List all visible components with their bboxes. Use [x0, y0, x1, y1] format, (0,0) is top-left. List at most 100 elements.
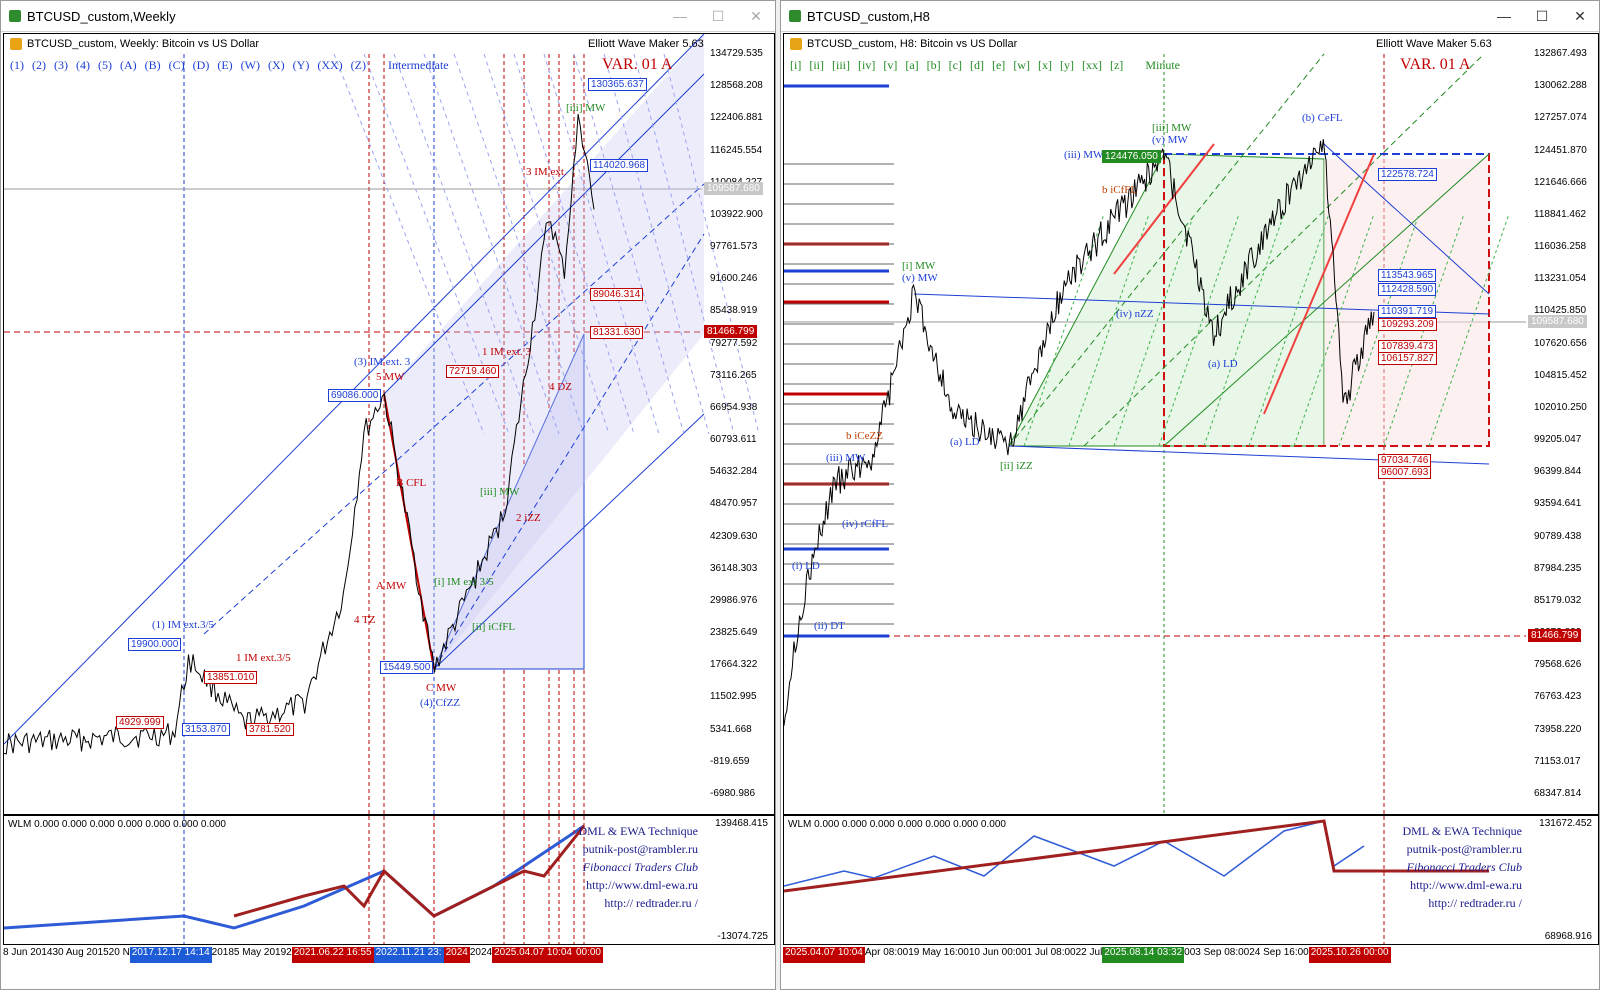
trend-line — [433, 413, 705, 670]
fib-fan-line — [543, 53, 660, 435]
left-wave-buttons[interactable]: (1) (2) (3) (4) (5) (A) (B) (C) (D) (E) (W) (X) (Y) (… — [10, 58, 449, 73]
wave-button-9[interactable]: (E) — [217, 58, 233, 72]
price-axis-tick: 76763.423 — [1534, 691, 1582, 703]
price-axis-tick: 87984.235 — [1534, 562, 1582, 574]
wave-button-14[interactable]: [z] — [1109, 58, 1124, 72]
wave-label: (iv) nZZ — [1116, 308, 1154, 320]
close-button[interactable]: ✕ — [1574, 7, 1586, 24]
price-axis-tick: 29986.976 — [710, 594, 758, 606]
wave-label: b iCfFL — [1102, 184, 1138, 196]
right-wlm-title: WLM 0.000 0.000 0.000 0.000 0.000 0.000 … — [788, 819, 1006, 830]
price-axis-tick: 118841.462 — [1534, 208, 1587, 220]
wave-label: b iCeZZ — [846, 430, 883, 442]
wave-button-10[interactable]: [w] — [1013, 58, 1030, 72]
price-axis-tick: 85438.919 — [710, 305, 758, 317]
wave-button-10[interactable]: (W) — [240, 58, 260, 72]
price-axis-tick: 48470.957 — [710, 498, 758, 510]
trend-line — [1083, 53, 1485, 447]
wave-button-11[interactable]: (X) — [268, 58, 285, 72]
price-axis-tick: 5341.668 — [710, 723, 752, 735]
wave-button-13[interactable]: [xx] — [1081, 58, 1102, 72]
price-box: 109293.209 — [1378, 318, 1437, 331]
chart-window-icon — [789, 10, 801, 22]
wave-button-6[interactable]: (B) — [144, 58, 161, 72]
price-axis-tick: 110425.850 — [1534, 305, 1587, 317]
wave-button-12[interactable]: [y] — [1059, 58, 1074, 72]
right-titlebar[interactable]: BTCUSD_custom,H8 — ☐ ✕ — [781, 1, 1599, 32]
maximize-button[interactable]: ☐ — [1535, 7, 1549, 24]
wave-button-2[interactable]: (3) — [54, 58, 68, 72]
minimize-button[interactable]: — — [1497, 8, 1511, 24]
right-ewm-label: Elliott Wave Maker 5.63 — [1376, 38, 1492, 50]
wave-button-5[interactable]: [a] — [905, 58, 919, 72]
channel-area — [384, 34, 704, 669]
trend-line — [1008, 53, 1325, 447]
maximize-button[interactable]: ☐ — [711, 7, 725, 24]
wave-label: A MW — [376, 580, 407, 592]
wave-button-5[interactable]: (A) — [120, 58, 137, 72]
wave-degree-label: Intermediate — [388, 58, 449, 72]
fib-fan-line — [393, 53, 535, 435]
price-box: 130365.637 — [588, 78, 647, 91]
wave-button-3[interactable]: (4) — [76, 58, 90, 72]
close-button[interactable]: ✕ — [750, 7, 762, 24]
right-wave-buttons[interactable]: [i] [ii] [iii] [iv] [v] [a] [b] [c] [d] [e] [w] [x]… — [790, 58, 1180, 73]
left-wlm-title: WLM 0.000 0.000 0.000 0.000 0.000 0.000 … — [8, 819, 226, 830]
price-axis-tick: 104815.452 — [1534, 369, 1587, 381]
price-box: 4929.999 — [116, 716, 164, 729]
wave-button-13[interactable]: (XX) — [317, 58, 343, 72]
left-time-axis: 8 Jun 2014 30 Aug 2015 20 N 2017.12.17 14:1… — [3, 947, 773, 963]
wave-button-8[interactable]: (D) — [192, 58, 210, 72]
right-price-chart[interactable]: BTCUSD_custom, H8: Bitcoin vs US Dollar … — [783, 33, 1599, 815]
wave-button-12[interactable]: (Y) — [292, 58, 310, 72]
price-axis-tick: 79568.626 — [1534, 659, 1582, 671]
wave-button-4[interactable]: (5) — [98, 58, 112, 72]
wave-button-7[interactable]: (C) — [168, 58, 185, 72]
trend-line — [1163, 153, 1490, 447]
left-wlm-indicator[interactable]: WLM 0.000 0.000 0.000 0.000 0.000 0.000 … — [3, 815, 775, 945]
price-axis-tick: 116245.554 — [710, 144, 763, 156]
wave-button-8[interactable]: [d] — [969, 58, 984, 72]
wave-label: B CFL — [396, 477, 427, 489]
price-box: 15449.500 — [380, 661, 434, 674]
fib-fan-line — [513, 53, 635, 435]
wave-button-3[interactable]: [iv] — [858, 58, 876, 72]
wave-label: 5 MW — [376, 371, 405, 383]
right-wlm-indicator[interactable]: WLM 0.000 0.000 0.000 0.000 0.000 0.000 … — [783, 815, 1599, 945]
credit-line: DML & EWA Technique — [1402, 824, 1522, 838]
wave-button-0[interactable]: (1) — [10, 58, 24, 72]
wave-button-2[interactable]: [iii] — [832, 58, 850, 72]
wave-label: (ii) DT — [814, 620, 845, 632]
fib-fan-line — [1248, 213, 1330, 447]
price-axis-tick: 85179.032 — [1534, 594, 1582, 606]
wave-button-6[interactable]: [b] — [926, 58, 941, 72]
price-axis-tick: 90789.438 — [1534, 530, 1582, 542]
wave-button-7[interactable]: [c] — [948, 58, 962, 72]
wave-label: (b) CeFL — [1302, 112, 1343, 124]
wave-button-0[interactable]: [i] — [790, 58, 802, 72]
right-chart-window[interactable]: BTCUSD_custom,H8 — ☐ ✕ BTCUSD_custom, H8… — [780, 0, 1600, 990]
wave-button-1[interactable]: (2) — [32, 58, 46, 72]
fib-fan-line — [1023, 213, 1105, 447]
price-box: 19900.000 — [128, 638, 182, 651]
credit-line: putnik-post@rambler.ru — [582, 842, 698, 856]
left-price-chart[interactable]: BTCUSD_custom, Weekly: Bitcoin vs US Dol… — [3, 33, 775, 815]
fib-fan-line — [663, 53, 760, 435]
wave-button-1[interactable]: [ii] — [809, 58, 824, 72]
left-chart-window[interactable]: BTCUSD_custom,Weekly — ☐ ✕ BTCUSD_custom… — [0, 0, 776, 990]
wave-button-4[interactable]: [v] — [883, 58, 898, 72]
time-axis-label: 8 Jun 2014 — [3, 947, 53, 958]
fib-fan-line — [1068, 213, 1150, 447]
price-box: 69086.000 — [328, 389, 382, 402]
wave-button-9[interactable]: [e] — [991, 58, 1006, 72]
left-titlebar[interactable]: BTCUSD_custom,Weekly — ☐ ✕ — [1, 1, 775, 32]
price-axis-tick: 93594.641 — [1534, 498, 1582, 510]
time-axis-label: 2025.04.07 10:04 — [492, 947, 574, 963]
time-axis-label: 2024 — [469, 947, 493, 958]
time-axis-label: Apr 08:00 — [864, 947, 909, 958]
price-axis-tick: 107620.656 — [1534, 337, 1587, 349]
minimize-button[interactable]: — — [673, 8, 687, 24]
wave-button-11[interactable]: [x] — [1037, 58, 1052, 72]
credit-line: Fibonacci Traders Club — [582, 860, 698, 874]
wave-button-14[interactable]: (Z) — [350, 58, 366, 72]
